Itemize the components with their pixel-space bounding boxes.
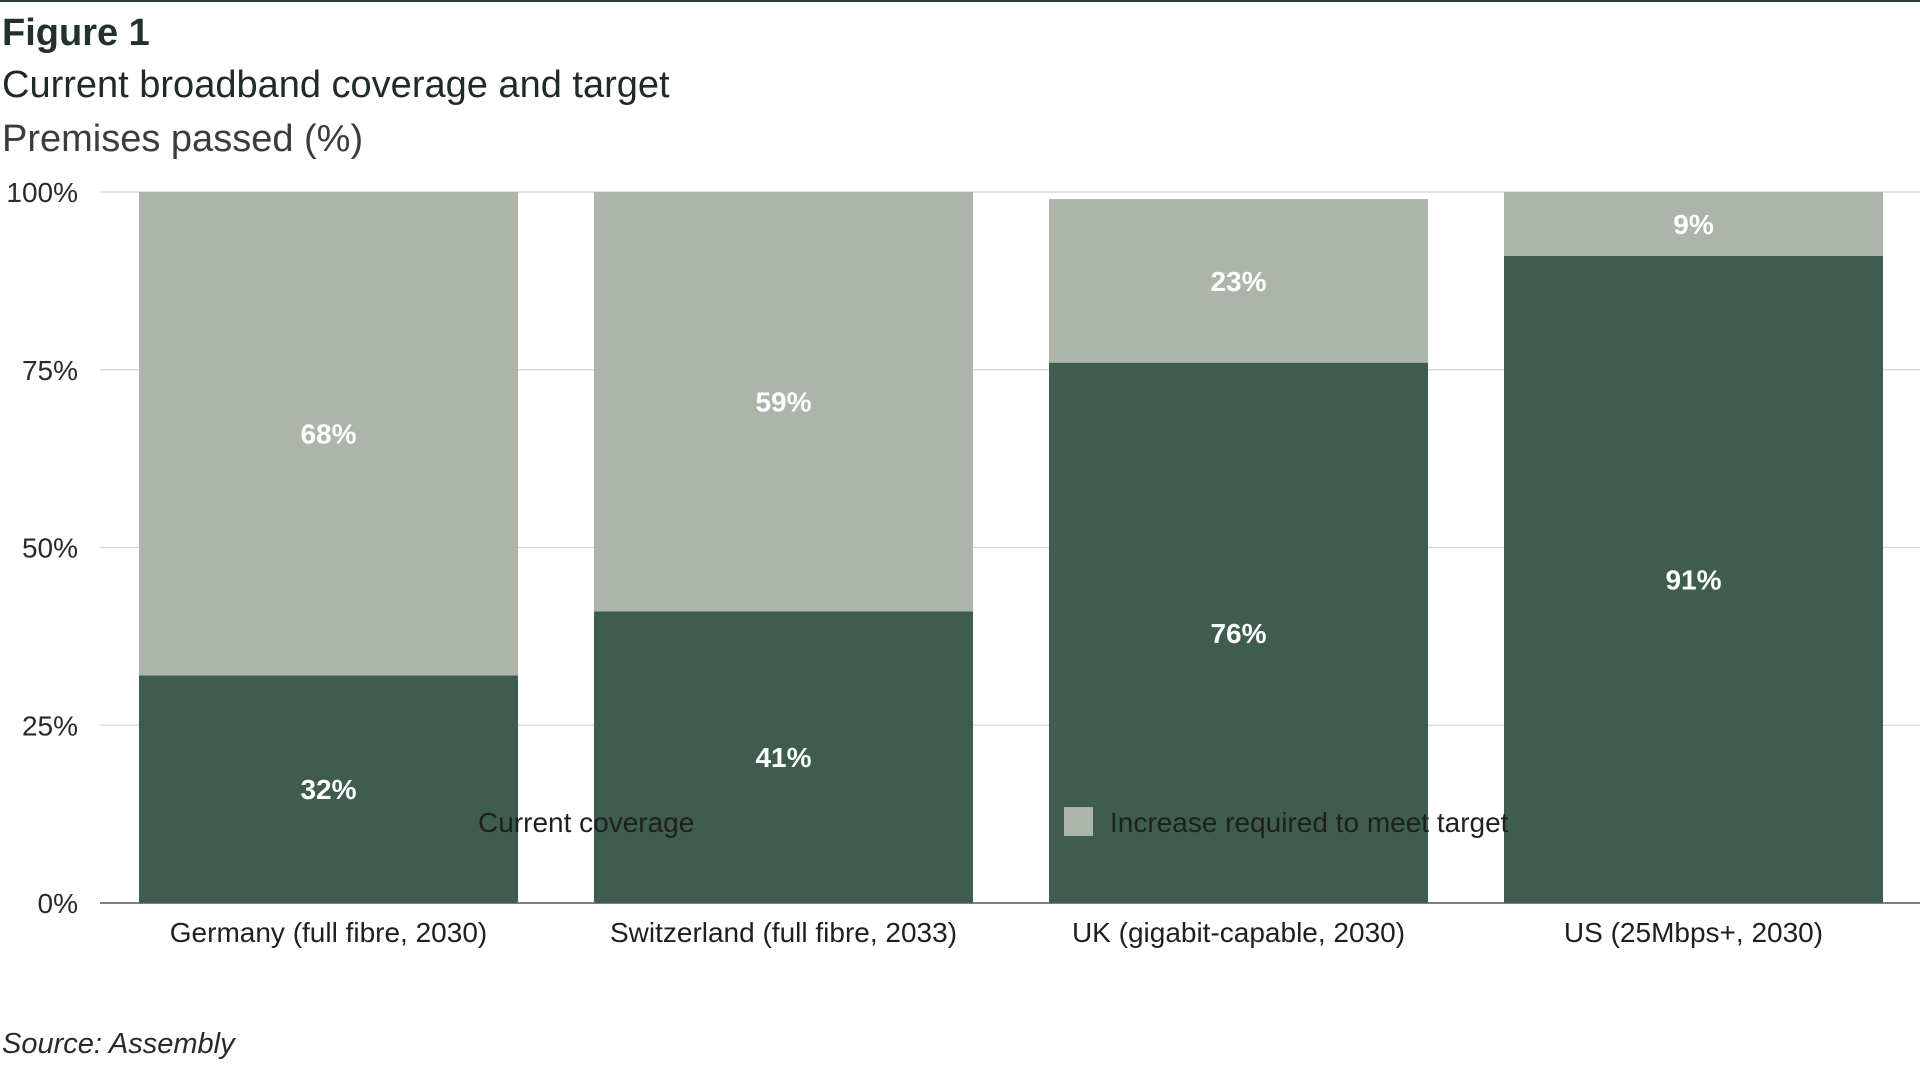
bar-segment-current (1049, 362, 1428, 903)
stacked-bar-chart: 32% 68% 41% 59% 76% 23% 91% 9% 0% 25% 50% 75% 100% G… (6, 177, 1920, 948)
bar-value-label: 59% (755, 387, 811, 418)
legend-swatch (1064, 807, 1093, 836)
bar-segment-current (594, 611, 973, 903)
bar-segment-increase (1049, 199, 1428, 363)
axes: 0% 25% 50% 75% 100% Germany (full fibre, 2030… (6, 177, 1920, 948)
bar-segment-current (1504, 255, 1883, 903)
x-category-label: Germany (full fibre, 2030) (170, 917, 487, 948)
legend-current: Current coverage (432, 807, 694, 838)
x-category-label: UK (gigabit-capable, 2030) (1072, 917, 1405, 948)
y-tick-label: 25% (22, 710, 78, 741)
bar-segment-current (139, 675, 518, 903)
bar-segment-increase (1504, 192, 1883, 256)
bar-segment-increase (139, 192, 518, 676)
bar-value-label: 32% (300, 774, 356, 805)
bar-value-label: 23% (1210, 266, 1266, 297)
legend-label: Current coverage (478, 807, 694, 838)
figure-label: Figure 1 (2, 12, 150, 54)
legend-increase: Increase required to meet target (1064, 807, 1509, 838)
y-tick-label: 100% (6, 177, 78, 208)
x-category-label: Switzerland (full fibre, 2033) (610, 917, 957, 948)
chart-title: Current broadband coverage and target (2, 64, 670, 106)
legend-label: Increase required to meet target (1110, 807, 1509, 838)
y-tick-label: 50% (22, 533, 78, 564)
bar-value-label: 76% (1210, 618, 1266, 649)
legend-swatch (432, 807, 461, 836)
x-category-label: US (25Mbps+, 2030) (1564, 917, 1823, 948)
bar-labels: 32% 68% 41% 59% 76% 23% 91% 9% (300, 209, 1721, 805)
y-tick-label: 75% (22, 355, 78, 386)
bar-value-label: 91% (1665, 564, 1721, 595)
bar-value-label: 68% (300, 419, 356, 450)
bars (139, 192, 1883, 903)
chart-subtitle: Premises passed (%) (2, 118, 364, 160)
source-note: Source: Assembly (2, 1028, 235, 1060)
y-tick-label: 0% (38, 888, 78, 919)
top-rule (0, 0, 1920, 2)
bar-segment-increase (594, 192, 973, 612)
bar-value-label: 41% (755, 742, 811, 773)
bar-value-label: 9% (1673, 209, 1714, 240)
legend: Current coverage Increase required to mee… (432, 807, 1509, 838)
